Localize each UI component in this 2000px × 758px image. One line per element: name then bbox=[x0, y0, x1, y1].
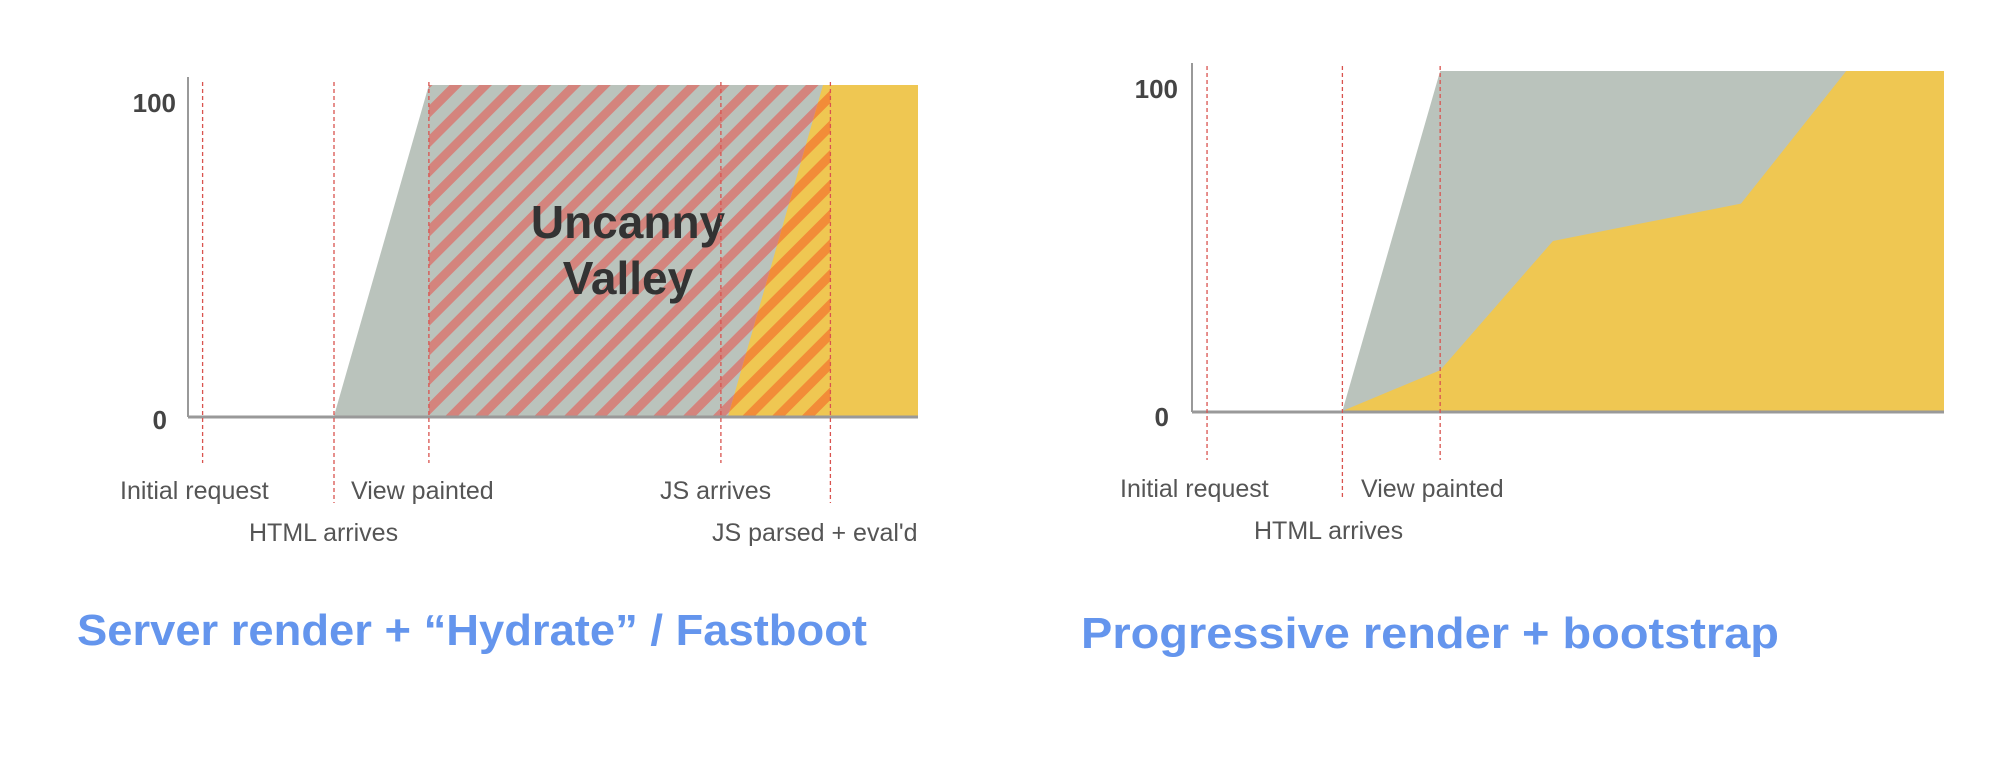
event-label: HTML arrives bbox=[1254, 517, 1403, 545]
event-label: Initial request bbox=[1120, 475, 1269, 503]
annotation-line: Uncanny bbox=[531, 196, 726, 248]
chart-progressive-render: 100 0 Initial request HTML arrives View pain… bbox=[1081, 63, 1944, 658]
js-interactive-area bbox=[188, 85, 918, 416]
event-label: View painted bbox=[1361, 475, 1504, 503]
y-tick-label: 100 bbox=[1135, 74, 1178, 104]
annotation-line: Valley bbox=[563, 252, 694, 304]
event-label: HTML arrives bbox=[249, 519, 398, 547]
event-label: JS arrives bbox=[660, 477, 771, 505]
y-tick-label: 0 bbox=[153, 405, 167, 435]
event-label: View painted bbox=[351, 477, 494, 505]
event-label: JS parsed + eval'd bbox=[712, 519, 918, 547]
chart-title: Progressive render + bootstrap bbox=[1081, 609, 1779, 658]
js-interactive-area bbox=[1192, 71, 1944, 411]
chart-title: Server render + “Hydrate” / Fastboot bbox=[77, 606, 867, 655]
y-tick-label: 0 bbox=[1155, 402, 1169, 432]
js-hatch bbox=[428, 85, 831, 416]
event-label: Initial request bbox=[120, 477, 269, 505]
uncanny-valley-hatch bbox=[428, 85, 831, 416]
y-tick-label: 100 bbox=[133, 88, 176, 118]
